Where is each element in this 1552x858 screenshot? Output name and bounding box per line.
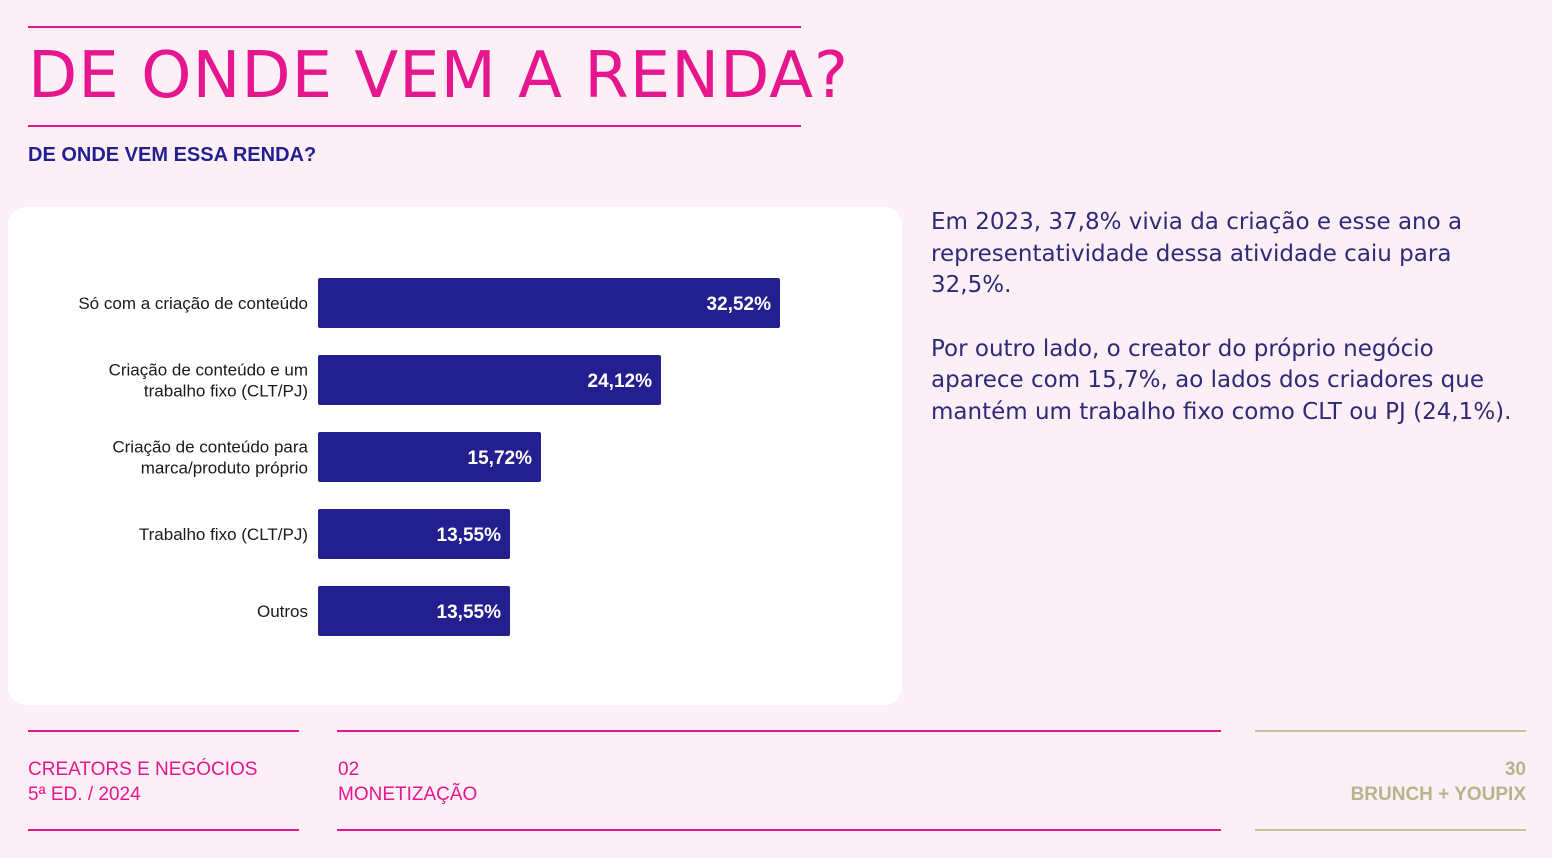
category-label-2-line-0: Criação de conteúdo para	[112, 438, 308, 457]
bar-value-label-4: 13,55%	[437, 602, 502, 623]
category-label-1-line-0: Criação de conteúdo e um	[109, 361, 308, 380]
title-bottom-rule	[28, 125, 801, 127]
footer-right-bottom-rule	[1255, 829, 1526, 831]
insights-text: Em 2023, 37,8% vivia da criação e esse a…	[931, 207, 1531, 460]
brand-name: BRUNCH + YOUPIX	[1350, 784, 1526, 805]
bar-value-label-2: 15,72%	[468, 448, 533, 469]
page-number: 30	[1504, 759, 1526, 780]
bar-value-label-1: 24,12%	[588, 371, 653, 392]
page-title: DE ONDE VEM A RENDA?	[28, 39, 849, 113]
bar-0	[318, 278, 780, 328]
footer-edition: 5ª ED. / 2024	[28, 784, 141, 805]
footer-middle-bottom-rule	[337, 829, 1221, 831]
chart-card: 32,52% Só com a criação de conteúdo 24,12%…	[8, 207, 902, 705]
footer-section-name: MONETIZAÇÃO	[338, 784, 478, 805]
bar-3	[318, 509, 510, 559]
footer-left-top-rule	[28, 730, 299, 732]
category-label-1-line-1: trabalho fixo (CLT/PJ)	[144, 382, 308, 401]
footer-left-bottom-rule	[28, 829, 299, 831]
insight-paragraph-business: Por outro lado, o creator do próprio neg…	[931, 335, 1512, 425]
category-label-3: Trabalho fixo (CLT/PJ)	[139, 525, 308, 544]
title-top-rule	[28, 26, 801, 28]
category-label-4: Outros	[257, 602, 308, 621]
footer-brand-block: 30 BRUNCH + YOUPIX	[1255, 757, 1526, 807]
chart-subtitle: DE ONDE VEM ESSA RENDA?	[28, 144, 317, 166]
insight-paragraph-2023: Em 2023, 37,8% vivia da criação e esse a…	[931, 209, 1463, 298]
bar-1	[318, 355, 661, 405]
bar-2	[318, 432, 541, 482]
income-source-bar-chart: 32,52% Só com a criação de conteúdo 24,12%…	[78, 278, 780, 636]
bar-4	[318, 586, 510, 636]
bar-value-label-3: 13,55%	[437, 525, 502, 546]
category-label-2-line-1: marca/produto próprio	[141, 459, 308, 478]
bar-value-label-0: 32,52%	[707, 294, 772, 315]
footer-middle-top-rule	[337, 730, 1221, 732]
category-label-0: Só com a criação de conteúdo	[78, 294, 308, 313]
footer-section: 02 MONETIZAÇÃO	[338, 757, 477, 807]
footer-publication: CREATORS E NEGÓCIOS 5ª ED. / 2024	[28, 757, 257, 807]
footer-right-top-rule	[1255, 730, 1526, 732]
footer-section-number: 02	[338, 759, 360, 780]
footer-publication-name: CREATORS E NEGÓCIOS	[28, 759, 258, 780]
